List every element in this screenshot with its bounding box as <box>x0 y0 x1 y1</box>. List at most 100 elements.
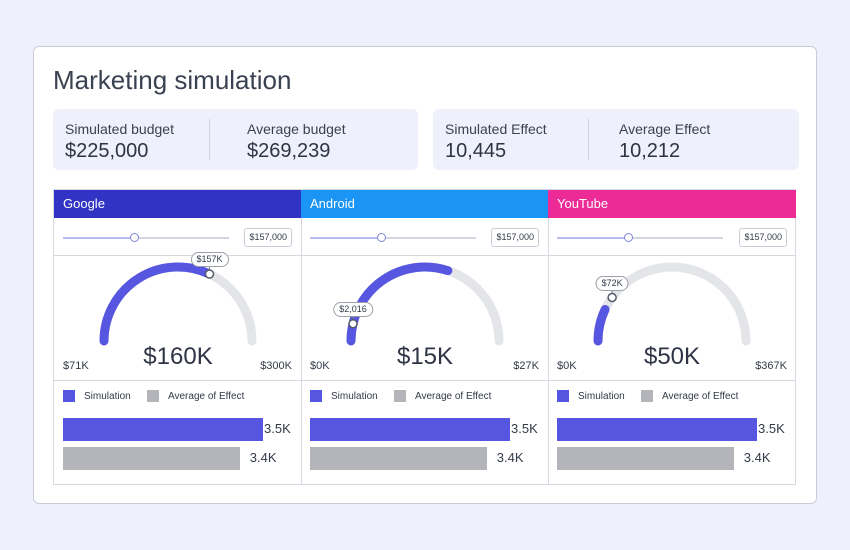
simulation-bar-label: 3.5K <box>758 421 785 436</box>
legend: Simulation Average of Effect <box>54 381 301 411</box>
channel-panels: Google $157,000 $157K $71K $300K $160 <box>53 189 796 485</box>
gauge-max-label: $367K <box>755 360 787 372</box>
legend-label: Simulation <box>578 390 625 402</box>
slider-value-input[interactable]: $157,000 <box>244 228 292 247</box>
legend-average: Average of Effect <box>641 390 738 402</box>
legend-swatch-average <box>641 390 653 402</box>
stat-value: 10,212 <box>619 140 681 162</box>
legend-simulation: Simulation <box>557 390 625 402</box>
gauge-fill <box>593 304 610 346</box>
average-bar-row: 3.4K <box>548 440 796 474</box>
channel-panel-youtube: YouTube $157,000 $72K $0K $367K $50K <box>548 190 796 484</box>
legend-label: Average of Effect <box>662 390 739 402</box>
gauge-max-label: $300K <box>260 360 292 372</box>
slider-fill <box>63 237 135 239</box>
simulation-card: Marketing simulation Simulated budget $2… <box>33 46 817 504</box>
legend-label: Simulation <box>331 390 378 402</box>
slider-thumb[interactable] <box>376 233 386 242</box>
budget-stats: Simulated budget $225,000 Average budget… <box>53 109 418 170</box>
legend-swatch-simulation <box>310 390 322 402</box>
gauge-min-label: $0K <box>310 360 330 372</box>
stat-label: Simulated budget <box>65 121 174 137</box>
budget-gauge: $2,016 $0K $27K $15K <box>301 256 548 381</box>
stat-value: $269,239 <box>247 140 331 162</box>
legend: Simulation Average of Effect <box>301 381 548 411</box>
legend-swatch-simulation <box>557 390 569 402</box>
budget-slider[interactable] <box>63 233 229 242</box>
gauge-track <box>346 262 504 346</box>
average-effect-stat: Average Effect 10,212 <box>619 121 710 163</box>
gauge-svg <box>593 262 751 346</box>
gauge-max-label: $27K <box>513 360 539 372</box>
budget-slider-row: $157,000 <box>301 218 548 256</box>
stat-label: Simulated Effect <box>445 121 547 137</box>
gauge-marker-label: $157K <box>190 252 229 268</box>
slider-value-input[interactable]: $157,000 <box>739 228 787 247</box>
stat-label: Average budget <box>247 121 346 137</box>
budget-slider-row: $157,000 <box>548 218 796 256</box>
gauge-center-value: $50K <box>643 343 701 370</box>
stat-value: 10,445 <box>445 140 507 162</box>
budget-slider[interactable] <box>557 233 723 242</box>
stat-label: Average Effect <box>619 121 711 137</box>
gauge-marker[interactable] <box>348 318 358 329</box>
slider-fill <box>310 237 382 239</box>
gauge-marker[interactable] <box>607 292 617 303</box>
gauge-svg <box>99 262 257 346</box>
gauge-fill <box>99 262 215 346</box>
channel-panel-android: Android $157,000 $2,016 $0K $27K $15K <box>301 190 549 484</box>
average-bar-row: 3.4K <box>54 440 301 474</box>
average-bar-label: 3.4K <box>496 450 524 465</box>
legend-average: Average of Effect <box>394 390 491 402</box>
average-budget-stat: Average budget $269,239 <box>247 121 346 163</box>
channel-header: Android <box>301 190 548 218</box>
legend-simulation: Simulation <box>63 390 131 402</box>
average-bar-label: 3.4K <box>249 450 277 465</box>
legend-simulation: Simulation <box>310 390 378 402</box>
budget-slider-row: $157,000 <box>54 218 301 256</box>
gauge-marker[interactable] <box>204 269 215 279</box>
budget-gauge: $157K $71K $300K $160K <box>54 252 301 381</box>
slider-thumb[interactable] <box>623 233 633 242</box>
legend-swatch-average <box>394 390 406 402</box>
gauge-marker-label: $72K <box>595 275 629 291</box>
average-bar <box>310 447 487 470</box>
budget-slider[interactable] <box>310 233 476 242</box>
gauge-min-label: $0K <box>557 360 577 372</box>
simulation-bar-row: 3.5K <box>301 411 548 445</box>
legend-label: Average of Effect <box>168 390 245 402</box>
page-title: Marketing simulation <box>53 65 292 95</box>
simulation-bar-label: 3.5K <box>264 421 291 436</box>
legend: Simulation Average of Effect <box>548 381 796 411</box>
simulation-bar-row: 3.5K <box>548 411 796 445</box>
channel-panel-google: Google $157,000 $157K $71K $300K $160 <box>54 190 302 484</box>
simulation-bar-row: 3.5K <box>54 411 301 445</box>
simulation-bar <box>310 418 510 441</box>
simulation-bar <box>63 418 263 441</box>
average-bar-label: 3.4K <box>743 450 771 465</box>
stat-divider <box>588 119 589 160</box>
simulation-bar-label: 3.5K <box>511 421 538 436</box>
gauge-track <box>99 262 257 346</box>
gauge-min-label: $71K <box>63 360 89 372</box>
gauge-center-value: $160K <box>143 343 213 370</box>
legend-swatch-average <box>147 390 159 402</box>
stat-divider <box>209 119 210 160</box>
legend-average: Average of Effect <box>147 390 244 402</box>
legend-label: Average of Effect <box>415 390 492 402</box>
slider-fill <box>557 237 629 239</box>
stat-value: $225,000 <box>65 140 149 162</box>
average-bar <box>63 447 240 470</box>
slider-thumb[interactable] <box>129 233 139 242</box>
gauge-center-value: $15K <box>396 343 454 370</box>
legend-label: Simulation <box>84 390 131 402</box>
simulated-effect-stat: Simulated Effect 10,445 <box>445 121 547 163</box>
slider-value-input[interactable]: $157,000 <box>491 228 539 247</box>
average-bar-row: 3.4K <box>301 440 548 474</box>
budget-gauge: $72K $0K $367K $50K <box>548 256 796 381</box>
simulation-bar <box>557 418 757 441</box>
effect-stats: Simulated Effect 10,445 Average Effect 1… <box>433 109 799 170</box>
gauge-marker-label: $2,016 <box>333 301 373 317</box>
channel-header: Google <box>54 190 301 218</box>
legend-swatch-simulation <box>63 390 75 402</box>
